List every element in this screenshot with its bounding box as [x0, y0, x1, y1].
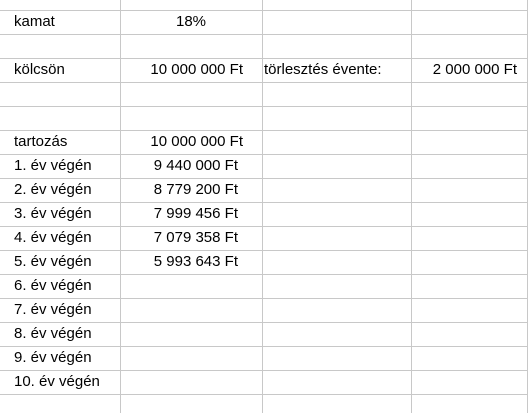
row-divider	[0, 154, 528, 155]
cell-year-value[interactable]: 8 779 200 Ft	[153, 181, 238, 198]
row-divider	[0, 274, 528, 275]
row-divider	[0, 10, 528, 11]
row-divider	[0, 322, 528, 323]
cell-year-value[interactable]	[120, 370, 238, 394]
column-divider	[120, 0, 121, 413]
cell-year-value[interactable]	[120, 298, 238, 322]
cell-loan-label[interactable]: kölcsön	[14, 61, 65, 78]
cell-interest-value[interactable]: 18%	[175, 13, 207, 30]
row-divider	[0, 226, 528, 227]
row-divider	[0, 178, 528, 179]
cell-year-label[interactable]: 3. év végén	[14, 205, 92, 222]
column-divider	[411, 0, 412, 413]
row-divider	[0, 394, 528, 395]
cell-year-label[interactable]: 7. év végén	[14, 301, 92, 318]
column-divider	[262, 0, 263, 413]
row-divider	[0, 58, 528, 59]
cell-year-label[interactable]: 6. év végén	[14, 277, 92, 294]
row-divider	[0, 370, 528, 371]
cell-year-label[interactable]: 1. év végén	[14, 157, 92, 174]
cell-year-label[interactable]: 4. év végén	[14, 229, 92, 246]
cell-year-label[interactable]: 10. év végén	[14, 373, 100, 390]
cell-year-value[interactable]	[120, 346, 238, 370]
cell-repayment-value[interactable]: 2 000 000 Ft	[432, 61, 517, 78]
row-divider	[0, 34, 528, 35]
row-divider	[0, 250, 528, 251]
cell-year-label[interactable]: 8. év végén	[14, 325, 92, 342]
cell-year-value[interactable]	[120, 322, 238, 346]
cell-interest-label[interactable]: kamat	[14, 13, 55, 30]
cell-year-label[interactable]: 5. év végén	[14, 253, 92, 270]
cell-loan-value[interactable]: 10 000 000 Ft	[150, 61, 243, 78]
cell-year-label[interactable]: 9. év végén	[14, 349, 92, 366]
cell-year-value[interactable]: 7 999 456 Ft	[153, 205, 238, 222]
row-divider	[0, 82, 528, 83]
cell-year-value[interactable]: 7 079 358 Ft	[153, 229, 238, 246]
cell-repayment-label[interactable]: törlesztés évente:	[264, 61, 382, 78]
row-divider	[0, 346, 528, 347]
cell-year-value[interactable]	[120, 274, 238, 298]
row-divider	[0, 130, 528, 131]
row-divider	[0, 202, 528, 203]
row-divider	[0, 106, 528, 107]
cell-year-label[interactable]: 2. év végén	[14, 181, 92, 198]
cell-year-value[interactable]: 5 993 643 Ft	[153, 253, 238, 270]
cell-debt-label[interactable]: tartozás	[14, 133, 68, 150]
cell-debt-value[interactable]: 10 000 000 Ft	[150, 133, 243, 150]
row-divider	[0, 298, 528, 299]
cell-year-value[interactable]: 9 440 000 Ft	[153, 157, 238, 174]
